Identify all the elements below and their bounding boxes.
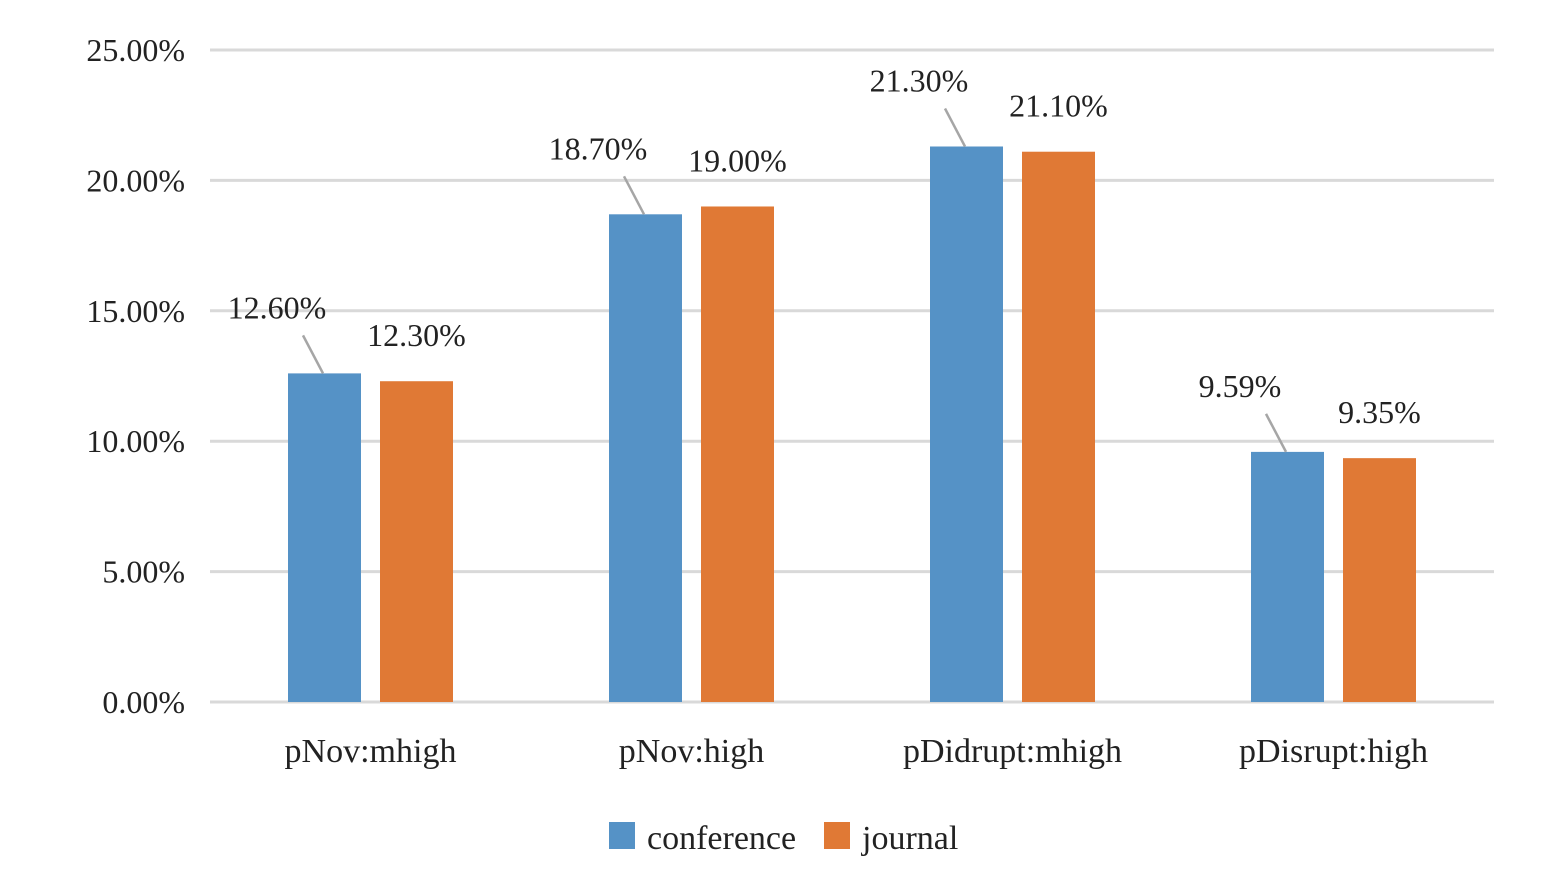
bar-journal-2 — [1022, 151, 1095, 702]
legend-swatch-conference — [609, 822, 635, 849]
bar-journal-0 — [380, 381, 453, 702]
data-label-journal-1: 19.00% — [688, 142, 787, 178]
legend-label-journal: journal — [861, 820, 958, 857]
x-category-label: pDidrupt:mhigh — [903, 733, 1122, 770]
leader-line — [1264, 413, 1288, 453]
data-label-conference-0: 12.60% — [228, 289, 327, 325]
data-labels: 12.60% 12.30% 18.70% 19.00% 21.30% 21.10% 9.59… — [228, 62, 1421, 430]
data-label-conference-2: 21.30% — [870, 62, 969, 98]
y-tick-label: 10.00% — [86, 423, 185, 459]
bar-conference-0 — [288, 373, 361, 702]
y-tick-label: 5.00% — [102, 554, 185, 590]
legend: conference journal — [609, 820, 958, 857]
x-category-label: pNov:mhigh — [285, 733, 457, 770]
x-category-label: pDisrupt:high — [1239, 733, 1428, 770]
bar-conference-3 — [1251, 451, 1324, 702]
y-tick-label: 20.00% — [86, 162, 185, 198]
leader-line — [943, 107, 967, 148]
leader-line — [622, 175, 646, 215]
bar-journal-1 — [701, 206, 774, 703]
y-axis-tick-labels: 0.00% 5.00% 10.00% 15.00% 20.00% 25.00% — [86, 32, 185, 720]
data-label-journal-0: 12.30% — [367, 317, 466, 353]
y-tick-label: 0.00% — [102, 684, 185, 720]
legend-label-conference: conference — [647, 820, 796, 857]
bars — [288, 146, 1416, 703]
data-label-leader-lines — [301, 107, 1288, 453]
leader-line — [301, 334, 325, 374]
bar-conference-2 — [930, 146, 1003, 703]
data-label-journal-3: 9.35% — [1338, 394, 1421, 430]
x-category-label: pNov:high — [619, 733, 764, 770]
data-label-conference-3: 9.59% — [1199, 368, 1282, 404]
bar-journal-3 — [1343, 458, 1416, 702]
y-tick-label: 25.00% — [86, 32, 185, 68]
data-label-journal-2: 21.10% — [1009, 88, 1108, 124]
x-axis-category-labels: pNov:mhigh pNov:high pDidrupt:mhigh pDisrup… — [285, 733, 1428, 770]
bar-conference-1 — [609, 214, 682, 702]
y-tick-label: 15.00% — [86, 293, 185, 329]
data-label-conference-1: 18.70% — [549, 130, 648, 166]
legend-swatch-journal — [824, 822, 850, 849]
